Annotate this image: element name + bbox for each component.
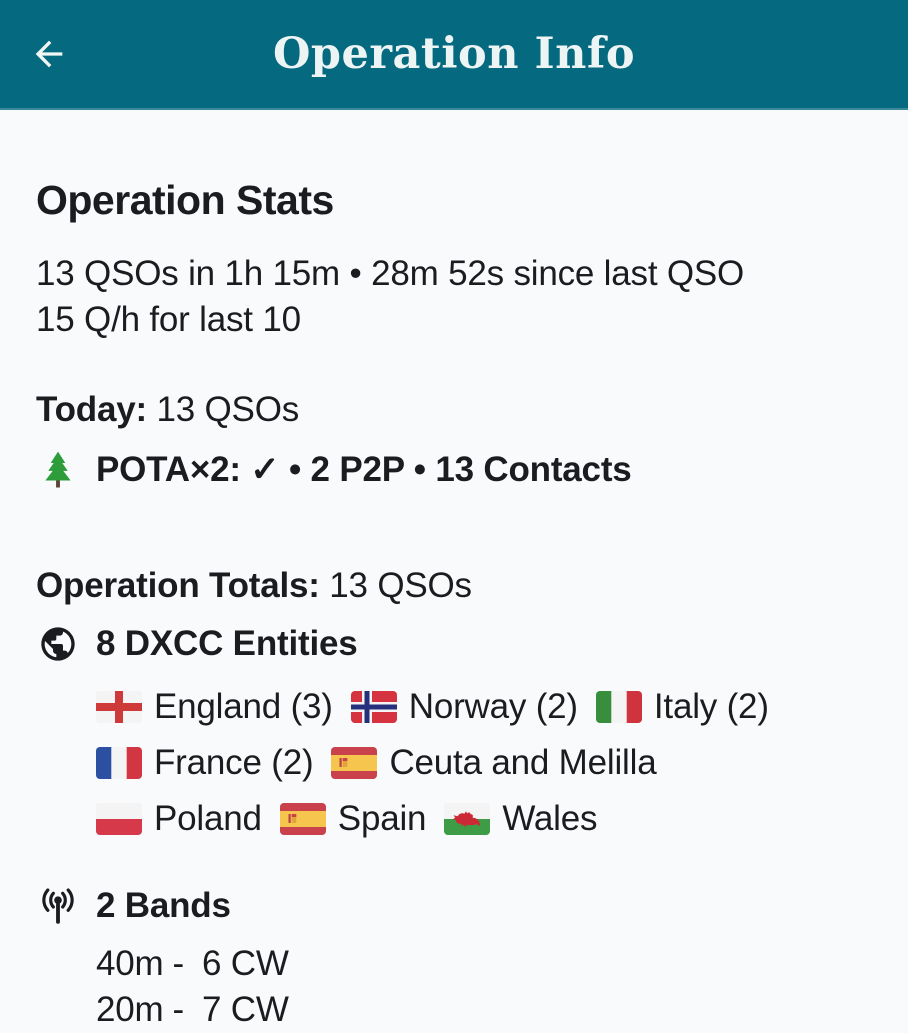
dxcc-entity: Italy (2) [595, 687, 769, 727]
stats-heading: Operation Stats [36, 177, 334, 223]
today-value: 13 QSOs [156, 390, 300, 430]
pota-status-line: POTA×2: ✓ • 2 P2P • 13 Contacts [36, 447, 878, 493]
flag-spain-icon [331, 747, 378, 780]
band-separator: - [172, 944, 185, 984]
bands-heading-line: 2 Bands [36, 883, 878, 929]
flag-england-icon [96, 691, 142, 724]
band-label: 40m [96, 944, 164, 984]
dxcc-entity-list: England (3) Norway (2) Italy (2) France (2)… [96, 687, 878, 839]
today-line: Today: 13 QSOs [36, 387, 878, 433]
operation-totals-line: Operation Totals: 13 QSOs [36, 563, 878, 609]
operation-info-content: Operation Stats 13 QSOs in 1h 15m • 28m … [0, 177, 908, 1033]
dxcc-entity: Norway (2) [350, 687, 578, 727]
entity-name: England (3) [154, 687, 333, 727]
page-title: Operation Info [272, 29, 636, 79]
dxcc-entity: Spain [279, 799, 427, 839]
dxcc-entity: Poland [96, 799, 262, 839]
back-button[interactable] [18, 23, 80, 85]
globe-icon [36, 622, 80, 666]
band-count: 7 CW [201, 990, 289, 1030]
evergreen-tree-icon [36, 448, 80, 492]
stats-summary-line2: 15 Q/h for last 10 [36, 300, 301, 340]
entity-name: Poland [154, 799, 262, 839]
band-row: 40m -6 CW [96, 941, 878, 987]
totals-label: Operation Totals: [36, 566, 320, 606]
dxcc-entity: Wales [444, 799, 597, 839]
flag-poland-icon [96, 803, 142, 836]
totals-value: 13 QSOs [329, 566, 472, 606]
dxcc-heading-line: 8 DXCC Entities [36, 621, 878, 667]
entity-name: Wales [502, 799, 598, 839]
today-label: Today: [36, 390, 147, 430]
pota-status-text: POTA×2: ✓ • 2 P2P • 13 Contacts [96, 450, 632, 490]
bands-heading: 2 Bands [96, 886, 231, 926]
dxcc-entity-row: France (2) Ceuta and Melilla [96, 743, 878, 783]
dxcc-entity-row: Poland Spain Wales [96, 799, 878, 839]
dxcc-entity-row: England (3) Norway (2) Italy (2) [96, 687, 878, 727]
band-row: 20m -7 CW [96, 987, 878, 1033]
flag-norway-icon [350, 691, 397, 724]
entity-name: Spain [337, 799, 427, 839]
entity-name: France (2) [154, 743, 314, 783]
flag-spain-icon [279, 803, 326, 836]
flag-italy-icon [595, 691, 642, 724]
band-list: 40m -6 CW 20m -7 CW [96, 941, 878, 1033]
stats-summary: 13 QSOs in 1h 15m • 28m 52s since last Q… [36, 251, 878, 343]
flag-wales-icon [444, 803, 491, 836]
app-bar: Operation Info [0, 0, 908, 110]
arrow-left-icon [29, 34, 69, 74]
dxcc-entity: France (2) [96, 743, 314, 783]
band-separator: - [172, 990, 185, 1030]
entity-name: Italy (2) [653, 687, 769, 727]
antenna-icon [36, 884, 80, 928]
entity-name: Ceuta and Melilla [389, 743, 657, 783]
band-label: 20m [96, 990, 164, 1030]
dxcc-heading: 8 DXCC Entities [96, 624, 358, 664]
dxcc-entity: Ceuta and Melilla [331, 743, 657, 783]
flag-france-icon [96, 747, 142, 780]
dxcc-entity: England (3) [96, 687, 333, 727]
band-count: 6 CW [201, 944, 289, 984]
stats-summary-line1: 13 QSOs in 1h 15m • 28m 52s since last Q… [36, 254, 745, 294]
entity-name: Norway (2) [408, 687, 578, 727]
